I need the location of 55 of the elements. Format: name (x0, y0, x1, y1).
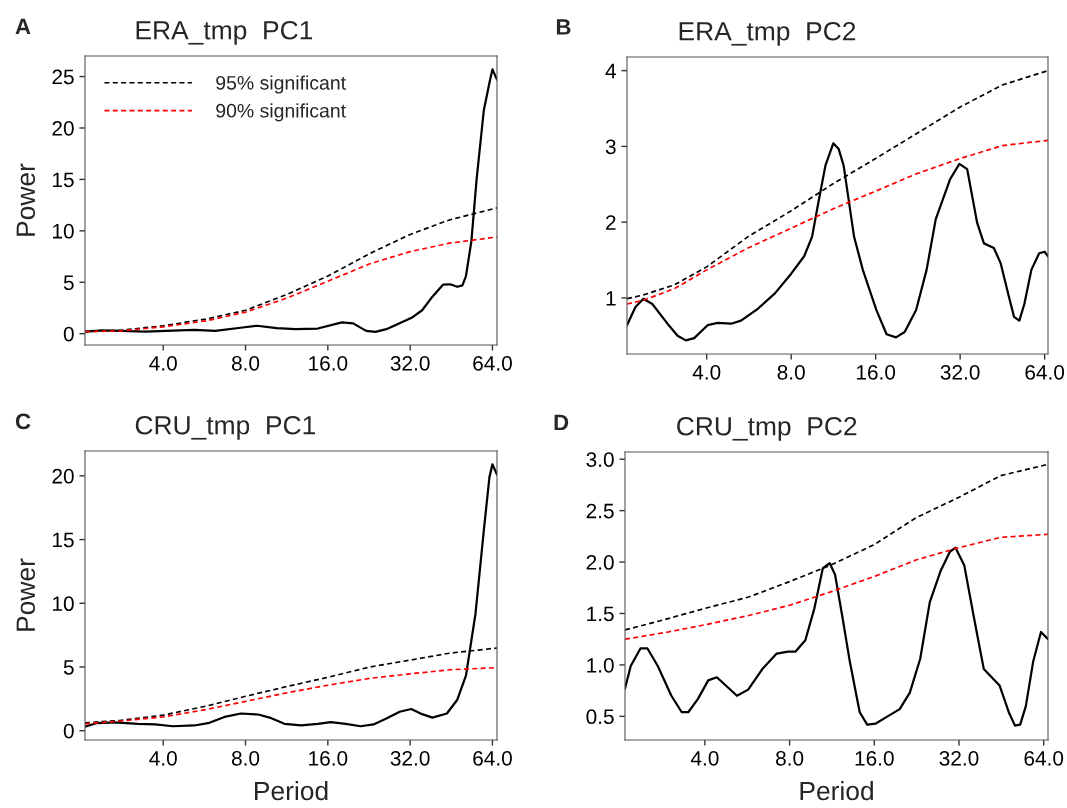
y-tick-label: 20 (52, 120, 74, 136)
y-tick-label: 5 (63, 275, 74, 291)
y-tick-label: 0 (63, 723, 74, 739)
x-tick-label: 64.0 (1024, 750, 1064, 766)
x-tick-label: 32.0 (939, 750, 979, 766)
text: C (15, 413, 31, 430)
chart-title: CRU_tmp PC2 (677, 416, 857, 441)
x-tick-label: 8.0 (231, 355, 260, 371)
x-tick-label: 16.0 (309, 355, 348, 371)
x-tick-label: 8.0 (776, 750, 804, 766)
y-tick-label: 15 (53, 532, 74, 548)
y-tick-label: 4 (605, 63, 616, 79)
y-tick-label: 1 (606, 291, 616, 306)
y-tick-label: 20 (52, 468, 74, 484)
text: D (554, 414, 569, 431)
y-tick-label: 15 (53, 172, 74, 188)
x-tick-label: 32.0 (390, 355, 430, 371)
legend-label: 95% significant (216, 75, 346, 94)
y-tick-label: 3 (605, 139, 616, 155)
x-tick-label: 16.0 (855, 750, 894, 766)
text: A (15, 18, 31, 35)
legend-label: 90% significant (216, 103, 346, 122)
y-tick-label: 3.0 (586, 452, 614, 467)
x-tick-label: 16.0 (856, 364, 896, 380)
x-axis-title: Period (800, 780, 873, 801)
y-tick-label: 2.5 (586, 503, 614, 519)
y-tick-label: 0.5 (586, 709, 614, 725)
y-tick-label: 10 (53, 596, 74, 612)
y-tick-label: 25 (52, 69, 74, 85)
x-axis-title: Period (255, 780, 328, 801)
chart-title: ERA_tmp PC1 (136, 20, 313, 45)
x-tick-label: 32.0 (390, 750, 430, 766)
y-tick-label: 10 (53, 223, 74, 239)
x-tick-label: 4.0 (149, 750, 177, 766)
x-tick-label: 4.0 (149, 355, 177, 371)
x-tick-label: 16.0 (309, 750, 348, 766)
y-tick-label: 5 (63, 660, 74, 675)
y-tick-label: 0 (63, 326, 74, 342)
y-tick-label: 1.5 (587, 606, 614, 622)
x-tick-label: 4.0 (692, 364, 721, 380)
x-tick-label: 8.0 (231, 750, 260, 766)
x-tick-label: 64.0 (473, 355, 512, 371)
chart-title: CRU_tmp PC1 (135, 415, 315, 440)
y-tick-label: 2 (606, 215, 616, 230)
x-tick-label: 8.0 (777, 364, 805, 380)
y-tick-label: 2.0 (586, 555, 614, 570)
x-tick-label: 64.0 (1025, 364, 1065, 380)
y-tick-label: 1.0 (587, 657, 614, 673)
text: B (556, 19, 571, 35)
y-axis-title: Power (16, 163, 36, 236)
x-tick-label: 64.0 (473, 750, 512, 766)
x-tick-label: 4.0 (690, 750, 719, 766)
y-axis-title: Power (16, 558, 36, 631)
x-tick-label: 32.0 (940, 364, 980, 380)
chart-title: ERA_tmp PC2 (679, 21, 856, 46)
